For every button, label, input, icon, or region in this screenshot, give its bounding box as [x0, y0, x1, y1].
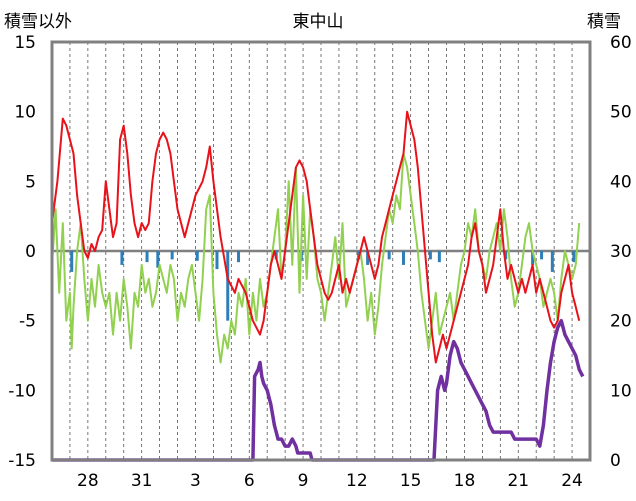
precipitation-bar [215, 251, 219, 270]
series-lines [51, 110, 585, 462]
x-tick-label: 6 [244, 471, 255, 491]
precipitation-bar [504, 251, 508, 260]
left-tick-label: -10 [8, 381, 36, 401]
grid [69, 42, 573, 460]
precipitation-bar [401, 251, 405, 265]
precipitation-bar [195, 251, 199, 261]
precipitation-bar [366, 251, 370, 265]
precipitation-bar [540, 251, 544, 260]
x-tick-label: 18 [454, 471, 476, 491]
right-axis-label: 積雪 [587, 12, 621, 32]
precipitation-bar [70, 251, 74, 272]
right-tick-label: 30 [610, 242, 632, 262]
precipitation-bar [145, 251, 149, 263]
right-tick-label: 20 [610, 312, 632, 332]
precipitation-bar [550, 251, 554, 272]
x-tick-labels: 28 31 3 6 9 12 15 18 21 24 [77, 471, 583, 491]
x-tick-label: 21 [507, 471, 529, 491]
precipitation-bar [428, 251, 432, 260]
precipitation-bar [531, 251, 535, 265]
series-line-snow-depth [52, 318, 585, 462]
left-tick-label: -15 [8, 451, 36, 471]
x-tick-label: 12 [346, 471, 368, 491]
left-axis-label: 積雪以外 [4, 12, 72, 32]
x-tick-label: 28 [77, 471, 99, 491]
left-tick-label: -5 [19, 312, 36, 332]
left-tick-labels: 15 10 5 0 -5 -10 -15 [8, 33, 36, 471]
right-tick-labels: 60 50 40 30 20 10 0 [610, 33, 632, 471]
left-tick-label: 15 [14, 33, 36, 53]
precipitation-bar [156, 251, 160, 268]
left-tick-label: 5 [25, 172, 36, 192]
precipitation-bar [170, 251, 174, 260]
precipitation-bar [437, 251, 441, 263]
x-tick-label: 15 [400, 471, 422, 491]
precipitation-bar [572, 251, 576, 263]
right-tick-label: 10 [610, 381, 632, 401]
x-tick-label: 9 [298, 471, 309, 491]
x-tick-label: 3 [190, 471, 201, 491]
left-tick-label: 10 [14, 103, 36, 123]
right-tick-label: 60 [610, 33, 632, 53]
right-tick-label: 0 [610, 451, 621, 471]
left-tick-label: 0 [25, 242, 36, 262]
precipitation-bar [387, 251, 391, 260]
precipitation-bar [237, 251, 241, 263]
plot-frame-group [50, 40, 592, 462]
right-tick-label: 40 [610, 172, 632, 192]
x-tick-label: 24 [561, 471, 583, 491]
precipitation-bar [226, 251, 230, 321]
series-line-temperature [51, 110, 581, 364]
precipitation-bar [120, 251, 124, 265]
x-tick-label: 31 [131, 471, 153, 491]
plot-frame [50, 40, 592, 462]
chart-title: 東中山 [293, 12, 344, 32]
right-tick-label: 50 [610, 103, 632, 123]
